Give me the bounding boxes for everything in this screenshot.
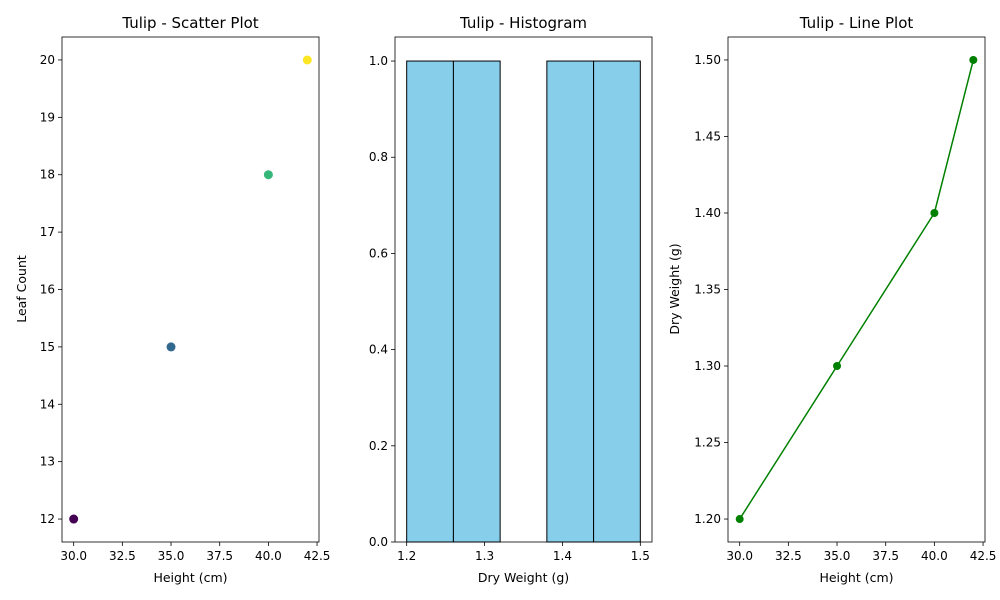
scatter-panel: Tulip - Scatter Plot Height (cm) Leaf Co… (14, 14, 330, 585)
histogram-bar-0 (406, 60, 454, 543)
histogram-panel: Tulip - Histogram Dry Weight (g) 1.2 1.3 1… (369, 14, 653, 585)
scatter-x-tick-label-1: 32.5 (109, 549, 136, 563)
scatter-y-tick-label-0: 12 (40, 512, 55, 526)
scatter-x-tick-label-5: 42.5 (304, 549, 331, 563)
line-y-tick-label-2: 1.30 (694, 359, 721, 373)
scatter-x-tick-label-4: 40.0 (255, 549, 282, 563)
histogram-bar-4 (593, 60, 641, 543)
line-point-2 (930, 208, 939, 217)
line-y-tick-label-6: 1.50 (694, 53, 721, 67)
histogram-x-tick-label-1: 1.3 (475, 549, 494, 563)
scatter-point-1 (166, 342, 176, 352)
line-x-tick-label-5: 42.5 (970, 549, 997, 563)
histogram-x-tick-label-2: 1.4 (553, 549, 572, 563)
line-x-axis-label: Height (cm) (819, 570, 893, 585)
line-x-tick-label-0: 30.0 (726, 549, 753, 563)
scatter-x-tick-label-2: 35.0 (158, 549, 185, 563)
histogram-bar-3 (546, 60, 595, 543)
scatter-y-axis-label: Leaf Count (14, 255, 29, 323)
line-x-tick-label-4: 40.0 (921, 549, 948, 563)
scatter-y-tick-label-4: 16 (40, 283, 55, 297)
scatter-y-tick-label-3: 15 (40, 340, 55, 354)
scatter-point-2 (263, 170, 273, 180)
line-y-axis-label: Dry Weight (g) (667, 243, 682, 334)
histogram-y-tick-label-4: 0.8 (369, 150, 388, 164)
scatter-y-tick-label-7: 19 (40, 110, 55, 124)
scatter-y-tick-label-5: 17 (40, 225, 55, 239)
histogram-axes-frame (394, 36, 653, 543)
line-title: Tulip - Line Plot (799, 14, 914, 32)
histogram-y-tick-label-2: 0.4 (369, 343, 388, 357)
scatter-x-axis-label: Height (cm) (153, 570, 227, 585)
line-y-tick-label-5: 1.45 (694, 129, 721, 143)
line-y-tick-label-3: 1.35 (694, 283, 721, 297)
scatter-title: Tulip - Scatter Plot (121, 14, 258, 32)
histogram-y-tick-label-5: 1.0 (369, 54, 388, 68)
scatter-y-tick-label-8: 20 (40, 53, 55, 67)
line-y-tick-label-0: 1.20 (694, 512, 721, 526)
line-x-tick-label-1: 32.5 (775, 549, 802, 563)
histogram-title: Tulip - Histogram (459, 14, 587, 32)
line-y-tick-label-1: 1.25 (694, 436, 721, 450)
histogram-y-tick-label-1: 0.2 (369, 439, 388, 453)
histogram-y-tick-label-3: 0.6 (369, 246, 388, 260)
scatter-y-tick-label-2: 14 (40, 397, 55, 411)
scatter-x-tick-label-0: 30.0 (60, 549, 87, 563)
scatter-point-3 (302, 55, 312, 65)
line-x-tick-label-2: 35.0 (824, 549, 851, 563)
line-x-tick-label-3: 37.5 (872, 549, 899, 563)
histogram-x-tick-label-0: 1.2 (397, 549, 416, 563)
line-series-line (739, 59, 975, 520)
scatter-x-tick-label-3: 37.5 (206, 549, 233, 563)
histogram-bar-1 (452, 60, 501, 543)
line-point-0 (735, 515, 744, 524)
scatter-point-0 (69, 514, 79, 524)
histogram-x-axis-label: Dry Weight (g) (478, 570, 569, 585)
histogram-x-tick-label-3: 1.5 (631, 549, 650, 563)
scatter-y-tick-label-6: 18 (40, 168, 55, 182)
line-y-tick-label-4: 1.40 (694, 206, 721, 220)
line-point-3 (969, 55, 978, 64)
line-panel: Tulip - Line Plot Height (cm) Dry Weight… (667, 14, 996, 585)
scatter-y-tick-label-1: 13 (40, 455, 55, 469)
histogram-y-tick-label-0: 0.0 (369, 535, 388, 549)
line-point-1 (833, 362, 842, 371)
